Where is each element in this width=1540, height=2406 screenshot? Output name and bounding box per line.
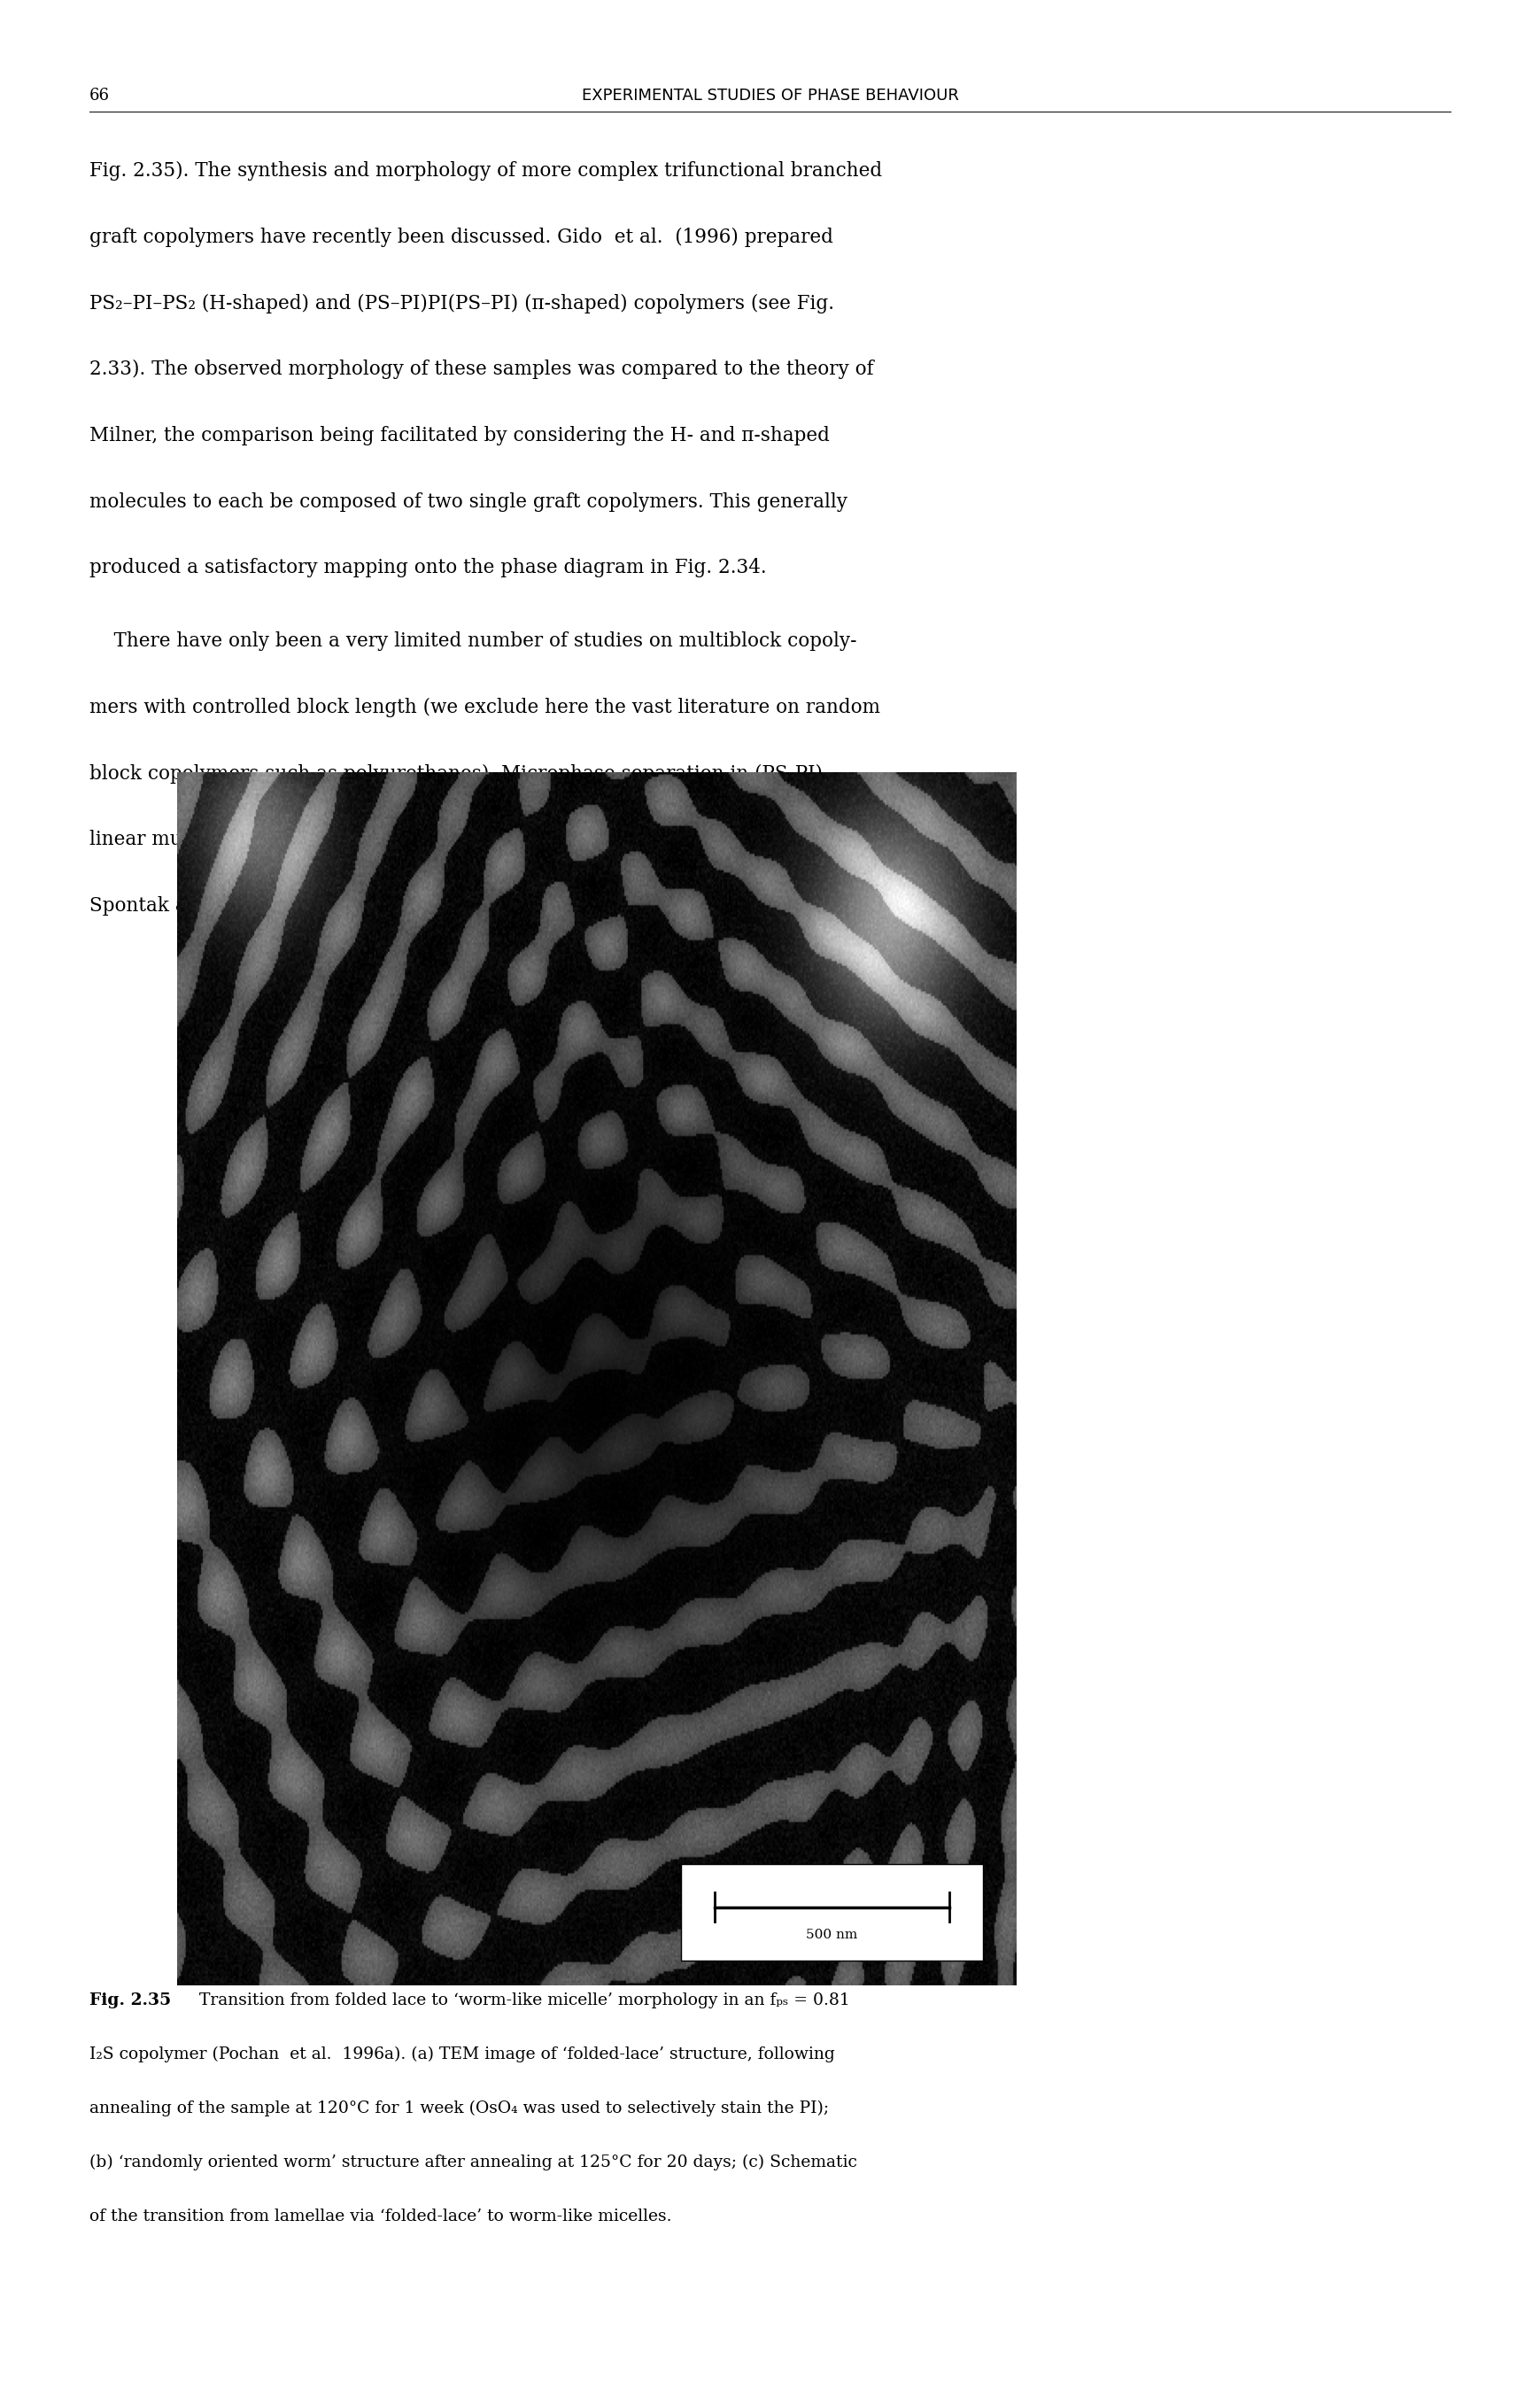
Text: mers with controlled block length (we exclude here the vast literature on random: mers with controlled block length (we ex… <box>89 698 881 717</box>
Text: block copolymers such as polyurethanes). Microphase separation in (PS-PI)ₙ: block copolymers such as polyurethanes).… <box>89 763 830 784</box>
Bar <box>681 1865 983 1961</box>
Text: I₂S copolymer (Pochan  et al.  1996a). (a) TEM image of ‘folded-lace’ structure,: I₂S copolymer (Pochan et al. 1996a). (a)… <box>89 2045 835 2062</box>
Text: Fig. 2.35). The synthesis and morphology of more complex trifunctional branched: Fig. 2.35). The synthesis and morphology… <box>89 161 882 180</box>
Text: 66: 66 <box>89 87 109 103</box>
Text: (b) ‘randomly oriented worm’ structure after annealing at 125°C for 20 days; (c): (b) ‘randomly oriented worm’ structure a… <box>89 2156 856 2170</box>
Text: graft copolymers have recently been discussed. Gido  et al.  (1996) prepared: graft copolymers have recently been disc… <box>89 229 833 248</box>
Text: Fig. 2.35: Fig. 2.35 <box>89 1992 171 2009</box>
Text: Milner, the comparison being facilitated by considering the H- and π-shaped: Milner, the comparison being facilitated… <box>89 426 830 445</box>
Text: EXPERIMENTAL STUDIES OF PHASE BEHAVIOUR: EXPERIMENTAL STUDIES OF PHASE BEHAVIOUR <box>582 87 958 103</box>
Text: annealing of the sample at 120°C for 1 week (OsO₄ was used to selectively stain : annealing of the sample at 120°C for 1 w… <box>89 2100 829 2117</box>
Text: 500 nm: 500 nm <box>805 1930 858 1942</box>
Text: molecules to each be composed of two single graft copolymers. This generally: molecules to each be composed of two sin… <box>89 491 847 512</box>
Text: Spontak and co-workers (Smith  et al.  1993, 1994). All (symmetric) samples were: Spontak and co-workers (Smith et al. 199… <box>89 895 884 917</box>
Text: linear multiblocks with 1 ≤ n ≤ 4 with nearly equal block lengths was studied by: linear multiblocks with 1 ≤ n ≤ 4 with n… <box>89 830 873 849</box>
Text: (a): (a) <box>194 1930 216 1944</box>
Text: PS₂–PI–PS₂ (H-shaped) and (PS–PI)PI(PS–PI) (π-shaped) copolymers (see Fig.: PS₂–PI–PS₂ (H-shaped) and (PS–PI)PI(PS–P… <box>89 294 835 313</box>
Text: 2.33). The observed morphology of these samples was compared to the theory of: 2.33). The observed morphology of these … <box>89 358 873 380</box>
Text: Transition from folded lace to ‘worm-like micelle’ morphology in an fₚₛ = 0.81: Transition from folded lace to ‘worm-lik… <box>194 1992 850 2009</box>
Text: produced a satisfactory mapping onto the phase diagram in Fig. 2.34.: produced a satisfactory mapping onto the… <box>89 558 767 577</box>
Text: of the transition from lamellae via ‘folded-lace’ to worm-like micelles.: of the transition from lamellae via ‘fol… <box>89 2209 671 2226</box>
Text: There have only been a very limited number of studies on multiblock copoly-: There have only been a very limited numb… <box>89 630 856 652</box>
